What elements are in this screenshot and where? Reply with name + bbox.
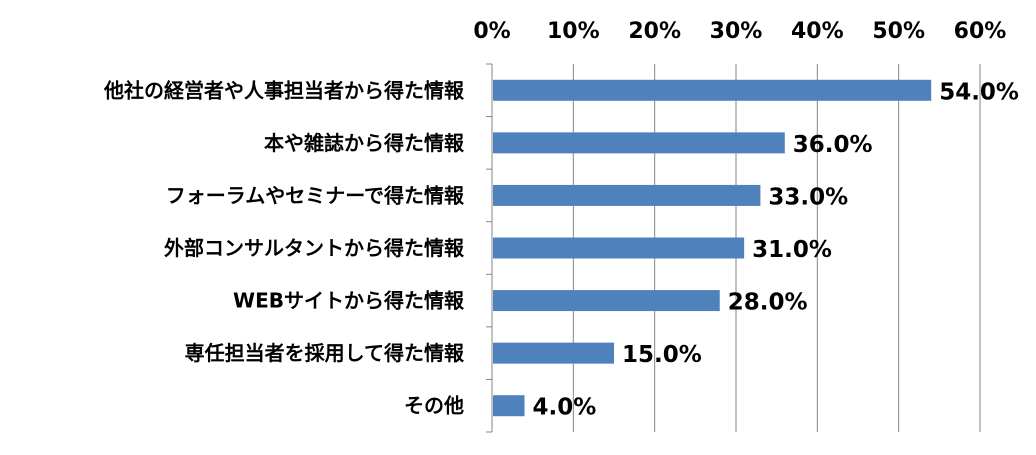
bars: [493, 79, 932, 417]
data-label: 15.0%: [622, 342, 702, 368]
data-label: 4.0%: [533, 395, 597, 421]
x-tick-label: 60%: [954, 19, 1007, 44]
bar: [493, 342, 614, 364]
data-label: 31.0%: [752, 237, 832, 263]
x-tick-label: 50%: [872, 19, 925, 44]
bar: [493, 237, 745, 259]
data-label: 28.0%: [728, 290, 808, 316]
data-labels: 54.0% 36.0% 33.0% 31.0% 28.0% 15.0% 4.0%: [533, 79, 1019, 420]
category-labels: 他社の経営者や人事担当者から得た情報本や雑誌から得た情報フォーラムやセミナーで得…: [103, 78, 465, 417]
category-label: 他社の経営者や人事担当者から得た情報: [103, 78, 465, 102]
data-label: 54.0%: [939, 79, 1019, 105]
data-label: 33.0%: [768, 184, 848, 210]
x-axis-ticks: 0% 10% 20% 30% 40% 50% 60%: [473, 19, 1006, 44]
bar: [493, 395, 525, 417]
category-label: その他: [404, 394, 464, 418]
x-tick-label: 30%: [710, 19, 763, 44]
x-tick-label: 10%: [547, 19, 600, 44]
category-label: 外部コンサルタントから得た情報: [164, 236, 465, 260]
x-tick-label: 20%: [628, 19, 681, 44]
bar: [493, 132, 785, 154]
x-tick-label: 0%: [473, 19, 510, 44]
bar: [493, 184, 761, 206]
data-label: 36.0%: [793, 132, 873, 158]
gridlines: [486, 63, 981, 433]
category-label: フォーラムやセミナーで得た情報: [166, 183, 465, 207]
x-tick-label: 40%: [791, 19, 844, 44]
bar: [493, 290, 720, 312]
category-label: 本や雑誌から得た情報: [264, 131, 465, 155]
bar: [493, 79, 932, 101]
category-label: 専任担当者を採用して得た情報: [185, 341, 465, 365]
category-label: WEBサイトから得た情報: [233, 289, 465, 313]
